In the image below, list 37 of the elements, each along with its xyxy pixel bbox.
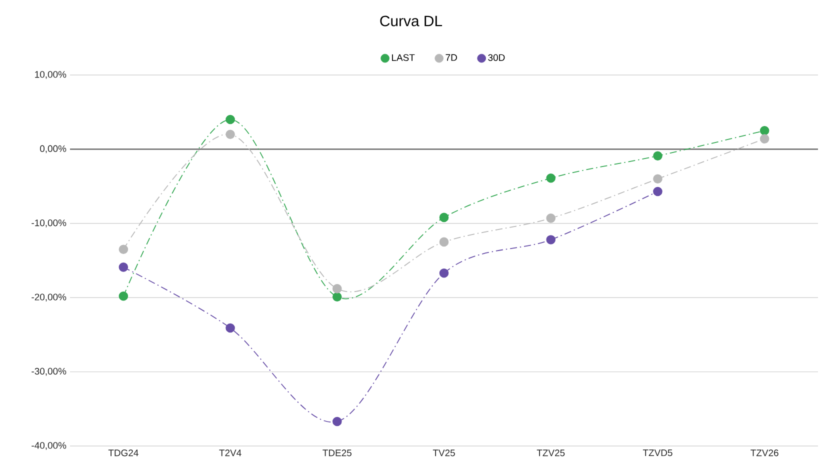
point [439, 212, 449, 222]
point [118, 244, 128, 254]
y-tick-label: -40,00% [32, 442, 66, 450]
point [226, 323, 235, 333]
y-tick-label: 0,00% [40, 145, 66, 154]
legend-label: 30D [488, 54, 505, 61]
point [653, 151, 662, 161]
point [439, 268, 449, 278]
legend-label: 7D [446, 54, 457, 61]
y-tick-label: 10,00% [35, 71, 66, 79]
y-tick-label: -20,00% [32, 294, 66, 302]
point [226, 114, 235, 124]
point [332, 292, 342, 302]
point [653, 174, 662, 184]
point [439, 237, 449, 247]
x-tick-label: T2V4 [219, 450, 242, 456]
x-tick-label: TDE25 [322, 450, 352, 456]
y-tick-label: -30,00% [32, 368, 66, 376]
point [653, 186, 662, 196]
point [760, 134, 770, 144]
point [546, 235, 556, 244]
x-tick-label: TV25 [432, 450, 455, 456]
point [332, 416, 342, 426]
point [118, 291, 128, 301]
point [118, 262, 128, 272]
x-tick-label: TDG24 [108, 450, 138, 456]
point [226, 130, 235, 140]
point [546, 173, 556, 183]
legend-label: LAST [392, 54, 415, 61]
point [332, 284, 342, 294]
point [760, 126, 770, 136]
y-tick-label: -10,00% [32, 219, 66, 228]
chart-title: Curva DL [380, 16, 442, 26]
point [546, 214, 556, 223]
x-tick-label: TZV26 [750, 450, 778, 456]
x-tick-label: TZVD5 [642, 450, 672, 456]
x-tick-label: TZV25 [536, 450, 565, 456]
